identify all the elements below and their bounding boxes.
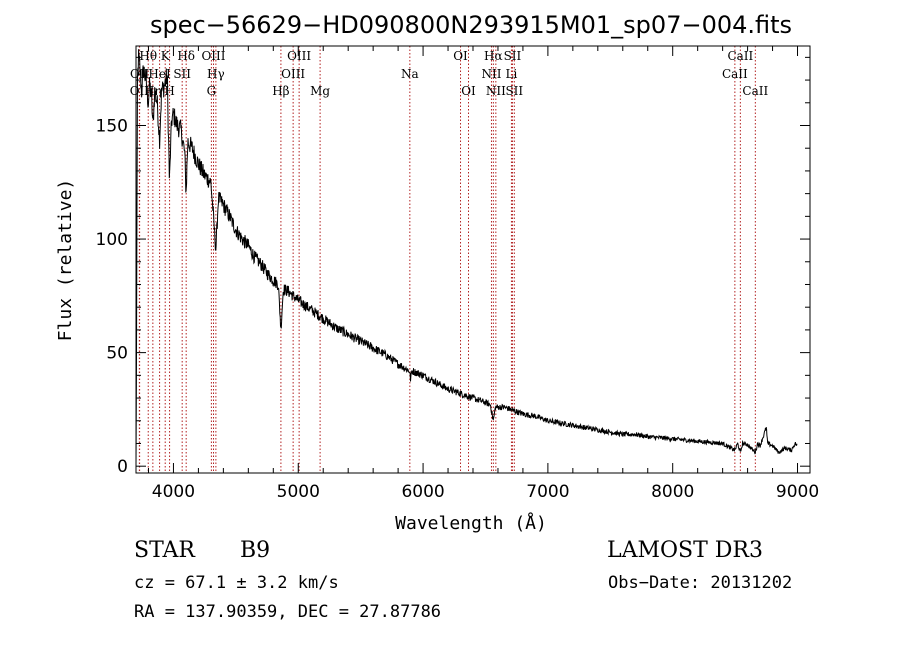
line-label: G [207,84,217,98]
x-tick-label: 8000 [651,482,694,502]
coordinates: RA = 137.90359, DEC = 27.87786 [134,602,442,622]
line-label: Hβ [272,84,289,98]
y-axis-label: Flux (relative) [55,179,76,342]
line-label: OI [461,84,476,98]
line-label: OIII [287,49,311,63]
x-axis-ticks: 4000 5000 6000 7000 8000 9000 [147,46,819,502]
y-tick-label: 100 [96,230,128,250]
line-label: CaII [742,84,768,98]
line-label: HeI [148,67,171,81]
chart-title: spec−56629−HD090800N293915M01_sp07−004.f… [150,11,792,39]
line-label: Hγ [207,67,225,81]
line-label: CaII [722,67,748,81]
x-tick-label: 9000 [776,482,819,502]
spectral-line-labels: OIIOIIHθHηHeIKHSIIHδGOIIIHγHβOIIIOIIIMgN… [130,49,769,98]
line-label: K [161,49,171,63]
line-label: OIII [281,67,305,81]
y-axis-ticks: 0 50 100 150 [96,56,810,477]
redshift-cz: cz = 67.1 ± 3.2 km/s [134,573,339,593]
x-tick-label: 5000 [277,482,320,502]
line-label: OI [453,49,468,63]
line-label: OII [130,84,150,98]
line-label: NII [481,67,501,81]
plot-frame [135,45,811,474]
object-class: STAR [134,538,195,563]
spectrum-line [135,49,798,466]
observation-date: Obs−Date: 20131202 [608,573,793,593]
x-tick-label: 6000 [401,482,444,502]
line-label: Hδ [177,49,195,63]
line-label: Hθ [139,49,157,63]
line-label: Hη [144,84,162,98]
survey-name: LAMOST DR3 [607,538,763,563]
line-label: OIII [201,49,225,63]
line-label: Mg [310,84,330,98]
y-tick-label: 150 [96,116,128,136]
x-axis-label: Wavelength (Å) [395,512,547,534]
line-label: SII [504,49,522,63]
line-label: Hα [484,49,503,63]
x-tick-label: 4000 [152,482,195,502]
line-label: SII [505,84,523,98]
line-label: H [164,84,174,98]
x-tick-label: 7000 [526,482,569,502]
y-tick-label: 50 [106,344,128,364]
spectral-line-markers [138,46,756,473]
line-label: SII [173,67,191,81]
y-tick-label: 0 [117,457,128,477]
line-label: NII [486,84,506,98]
line-label: Na [401,67,419,81]
line-label: CaII [727,49,753,63]
line-label: Li [506,67,518,81]
spectral-subclass: B9 [240,538,271,563]
